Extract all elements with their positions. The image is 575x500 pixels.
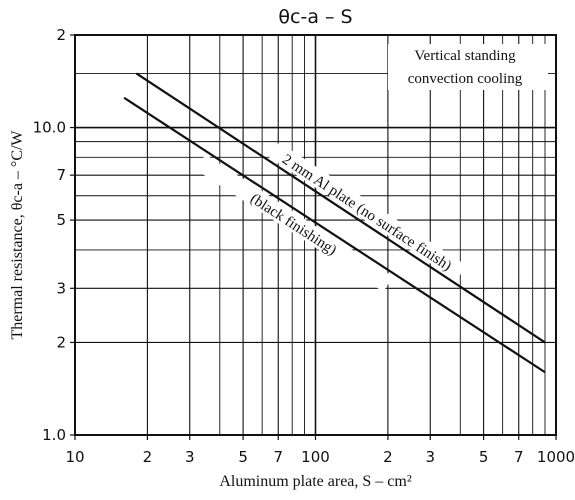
y-tick-label: 3: [56, 279, 66, 297]
annotation-line: Vertical standing: [414, 48, 516, 64]
series-line: [135, 72, 546, 344]
y-axis-label: Thermal resistance, θc-a – °C/W: [9, 130, 26, 340]
y-tick-label: 10.0: [33, 119, 66, 137]
chart-title: θc-a – S: [278, 6, 352, 28]
x-axis-label: Aluminum plate area, S – cm²: [219, 473, 412, 490]
y-tick-label: 5: [56, 211, 66, 229]
x-tick-label: 10: [65, 448, 84, 466]
series-layer: 2 mm Al plate (no surface finish)(black …: [123, 72, 546, 374]
x-tick-label: 7: [273, 448, 283, 466]
y-tick-label: 7: [56, 166, 66, 184]
x-tick-label: 5: [479, 448, 489, 466]
x-tick-label: 2: [143, 448, 153, 466]
y-tick-label: 2: [56, 26, 66, 44]
y-tick-label: 2: [56, 333, 66, 351]
x-tick-label: 1000: [537, 448, 575, 466]
series-label-background: [269, 142, 467, 281]
x-tick-label: 100: [301, 448, 330, 466]
series-label: (black finishing): [247, 191, 339, 259]
x-tick-label: 2: [383, 448, 393, 466]
x-tick-label: 7: [514, 448, 524, 466]
series-line: [123, 96, 546, 374]
y-tick-label: 1.0: [42, 426, 66, 444]
x-tick-label: 3: [185, 448, 195, 466]
x-tick-label: 3: [425, 448, 435, 466]
tick-labels: 10 2 3 5 7 100 2 3 5 7 1000 1.0 2 3 5 7 10.0 2: [33, 26, 575, 466]
series-label-background: [195, 154, 394, 292]
x-tick-label: 5: [238, 448, 248, 466]
annotation-background: [388, 44, 548, 90]
annotation-line: convection cooling: [408, 71, 523, 87]
annotation-box: Vertical standing convection cooling: [388, 44, 548, 90]
